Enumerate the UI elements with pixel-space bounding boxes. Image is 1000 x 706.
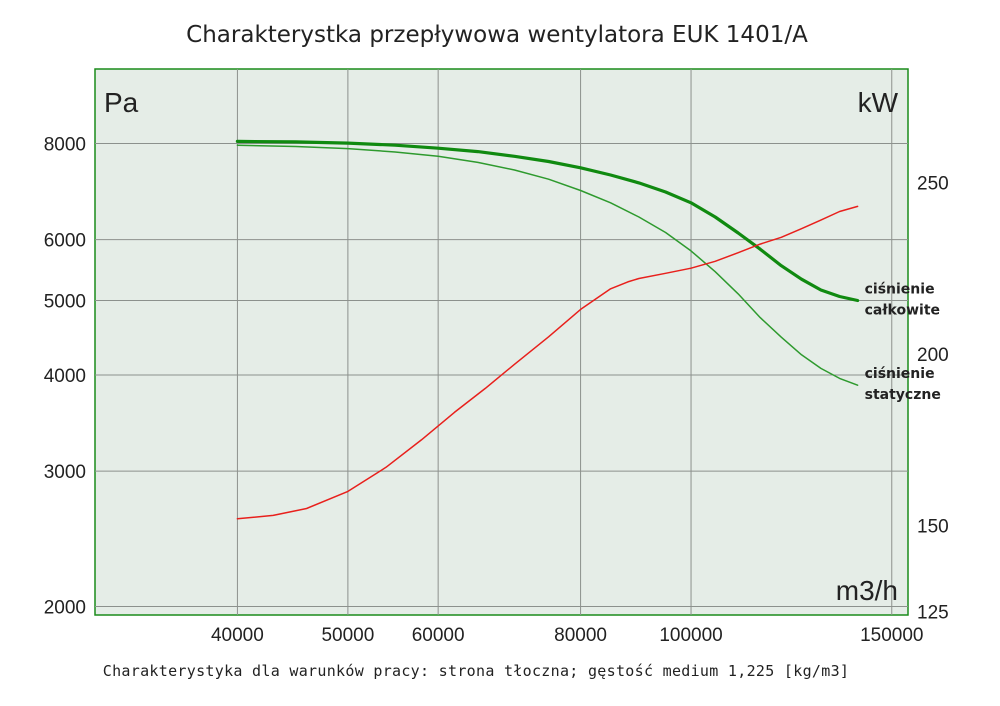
chart-title: Charakterystka przepływowa wentylatora E… xyxy=(186,22,808,48)
y-left-tick-label: 3000 xyxy=(44,462,86,483)
x-tick-label: 60000 xyxy=(412,625,465,646)
y-right-tick-label: 200 xyxy=(917,345,949,366)
plot-area xyxy=(94,68,909,616)
y-right-tick-label: 250 xyxy=(917,173,949,194)
y-right-tick-label: 150 xyxy=(917,517,949,538)
series-line-ciśnienie-całkowite xyxy=(235,139,860,303)
series-layer xyxy=(235,139,860,520)
x-tick-label: 150000 xyxy=(860,625,923,646)
series-label: ciśnienie xyxy=(865,282,935,298)
series-labels: ciśnienie całkowite ciśnienie statyczne xyxy=(865,282,941,404)
x-unit-label: m3/h xyxy=(836,575,898,606)
y-right-tick-label: 125 xyxy=(917,603,949,624)
series-label: całkowite xyxy=(865,303,940,319)
y-right-unit-label: kW xyxy=(858,87,899,118)
y-left-tick-label: 6000 xyxy=(44,231,86,252)
y-left-tick-label: 8000 xyxy=(44,135,86,156)
y-left-tick-label: 2000 xyxy=(44,598,86,619)
y-left-tick-label: 5000 xyxy=(44,292,86,313)
series-line-ciśnienie-statyczne xyxy=(236,144,859,386)
series-label: statyczne xyxy=(865,387,941,403)
y-left-tick-label: 4000 xyxy=(44,366,86,387)
x-tick-label: 100000 xyxy=(659,625,722,646)
y-left-unit-label: Pa xyxy=(104,87,139,118)
x-tick-label: 50000 xyxy=(321,625,374,646)
series-line-moc xyxy=(236,205,859,520)
x-tick-label: 40000 xyxy=(211,625,264,646)
axis-ticks: 40000 50000 60000 80000 100000 150000 2000 3000… xyxy=(44,135,949,646)
chart-caption: Charakterystyka dla warunków pracy: stro… xyxy=(103,662,849,680)
series-label: ciśnienie xyxy=(865,366,935,382)
x-tick-label: 80000 xyxy=(554,625,607,646)
